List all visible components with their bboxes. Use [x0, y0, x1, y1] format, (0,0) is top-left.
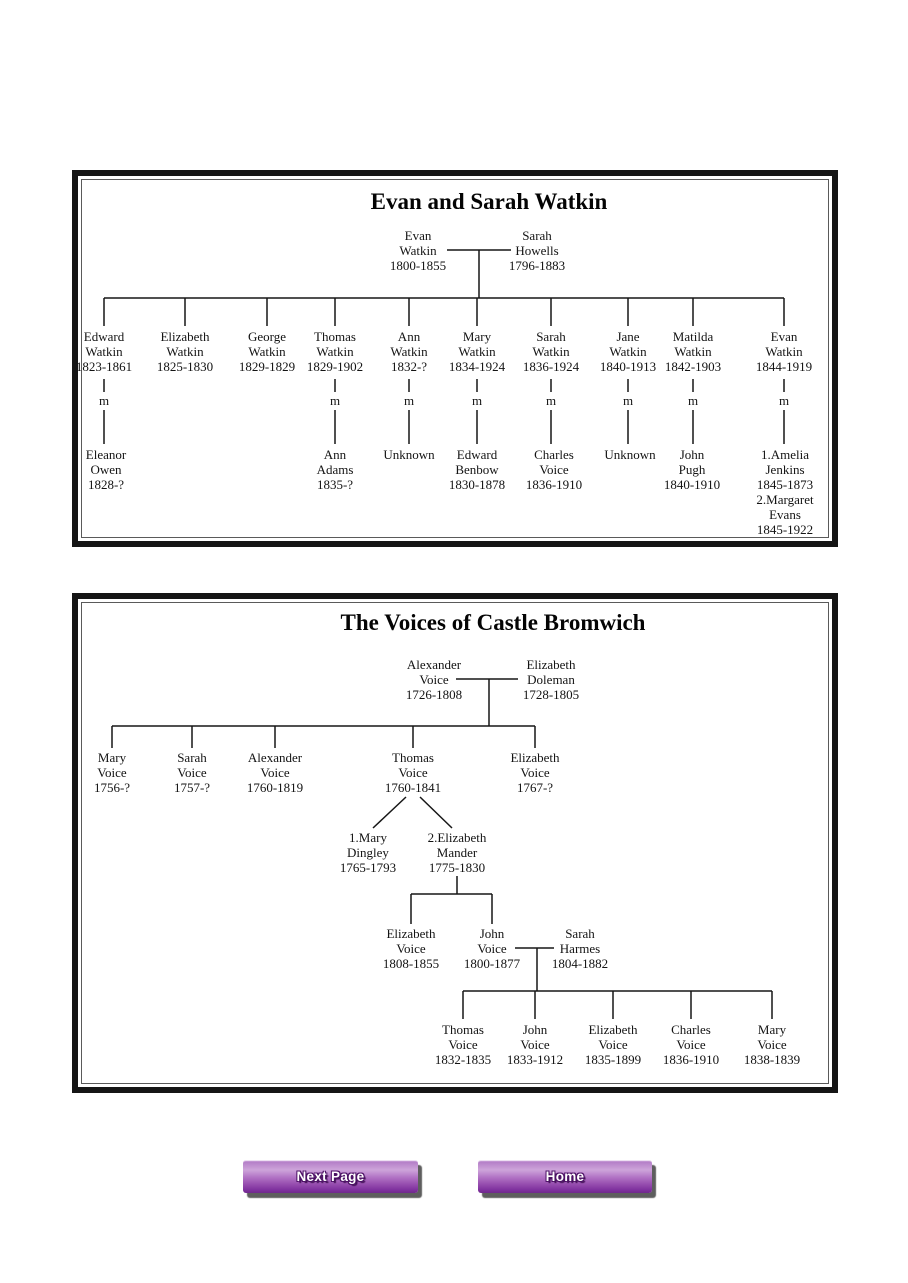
person-mary-voice-gen4: Mary Voice 1838-1839	[743, 1022, 801, 1067]
person-sarah-voice: Sarah Voice 1757-?	[173, 750, 211, 795]
spouse-unknown-jane: Unknown	[604, 447, 656, 462]
watkin-tree-frame	[72, 170, 838, 547]
voice-tree-frame-inner-border	[81, 602, 829, 1084]
watkin-tree-frame-inner-border	[81, 179, 829, 538]
spouse-charles-voice: Charles Voice 1836-1910	[525, 447, 583, 492]
wife-elizabeth-mander: 2.Elizabeth Mander 1775-1830	[427, 830, 487, 875]
marriage-marker: m	[687, 393, 699, 408]
spouse-evan-wives: 1.Amelia Jenkins 1845-1873 2.Margaret Ev…	[756, 447, 814, 537]
person-matilda-watkin: Matilda Watkin 1842-1903	[664, 329, 722, 374]
voice-tree-frame	[72, 593, 838, 1093]
spouse-john-pugh: John Pugh 1840-1910	[663, 447, 721, 492]
home-button-label: Home	[545, 1169, 585, 1184]
person-charles-voice-gen4: Charles Voice 1836-1910	[662, 1022, 720, 1067]
marriage-marker: m	[329, 393, 341, 408]
person-john-voice-gen4: John Voice 1833-1912	[506, 1022, 564, 1067]
marriage-marker: m	[622, 393, 634, 408]
spouse-eleanor-owen: Eleanor Owen 1828-?	[85, 447, 127, 492]
spouse-edward-benbow: Edward Benbow 1830-1878	[448, 447, 506, 492]
marriage-marker: m	[778, 393, 790, 408]
wife-mary-dingley: 1.Mary Dingley 1765-1793	[339, 830, 397, 875]
person-alexander-voice-sr: Alexander Voice 1726-1808	[405, 657, 463, 702]
watkin-tree-title: Evan and Sarah Watkin	[370, 189, 608, 214]
person-ann-watkin: Ann Watkin 1832-?	[390, 329, 428, 374]
person-thomas-watkin: Thomas Watkin 1829-1902	[306, 329, 364, 374]
spouse-unknown-ann: Unknown	[383, 447, 435, 462]
person-alexander-voice-jr: Alexander Voice 1760-1819	[246, 750, 304, 795]
person-elizabeth-voice: Elizabeth Voice 1767-?	[510, 750, 560, 795]
person-sarah-watkin: Sarah Watkin 1836-1924	[522, 329, 580, 374]
marriage-marker: m	[403, 393, 415, 408]
person-elizabeth-voice-gen3: Elizabeth Voice 1808-1855	[382, 926, 440, 971]
person-sarah-howells: Sarah Howells 1796-1883	[508, 228, 566, 273]
person-mary-voice: Mary Voice 1756-?	[93, 750, 131, 795]
voice-tree-title: The Voices of Castle Bromwich	[340, 610, 646, 635]
marriage-marker: m	[471, 393, 483, 408]
person-elizabeth-voice-gen4: Elizabeth Voice 1835-1899	[584, 1022, 642, 1067]
marriage-marker: m	[98, 393, 110, 408]
person-jane-watkin: Jane Watkin 1840-1913	[599, 329, 657, 374]
spouse-sarah-harmes: Sarah Harmes 1804-1882	[551, 926, 609, 971]
person-george-watkin: George Watkin 1829-1829	[238, 329, 296, 374]
person-thomas-voice: Thomas Voice 1760-1841	[384, 750, 442, 795]
next-page-button[interactable]: Next Page	[243, 1160, 418, 1193]
person-evan-watkin-sr: Evan Watkin 1800-1855	[389, 228, 447, 273]
person-elizabeth-doleman: Elizabeth Doleman 1728-1805	[522, 657, 580, 702]
person-mary-watkin: Mary Watkin 1834-1924	[448, 329, 506, 374]
person-edward-watkin: Edward Watkin 1823-1861	[75, 329, 133, 374]
person-evan-watkin-jr: Evan Watkin 1844-1919	[755, 329, 813, 374]
next-page-button-label: Next Page	[296, 1169, 365, 1184]
marriage-marker: m	[545, 393, 557, 408]
home-button[interactable]: Home	[478, 1160, 652, 1193]
person-elizabeth-watkin: Elizabeth Watkin 1825-1830	[156, 329, 214, 374]
spouse-ann-adams: Ann Adams 1835-?	[316, 447, 354, 492]
person-john-voice: John Voice 1800-1877	[463, 926, 521, 971]
person-thomas-voice-gen4: Thomas Voice 1832-1835	[434, 1022, 492, 1067]
